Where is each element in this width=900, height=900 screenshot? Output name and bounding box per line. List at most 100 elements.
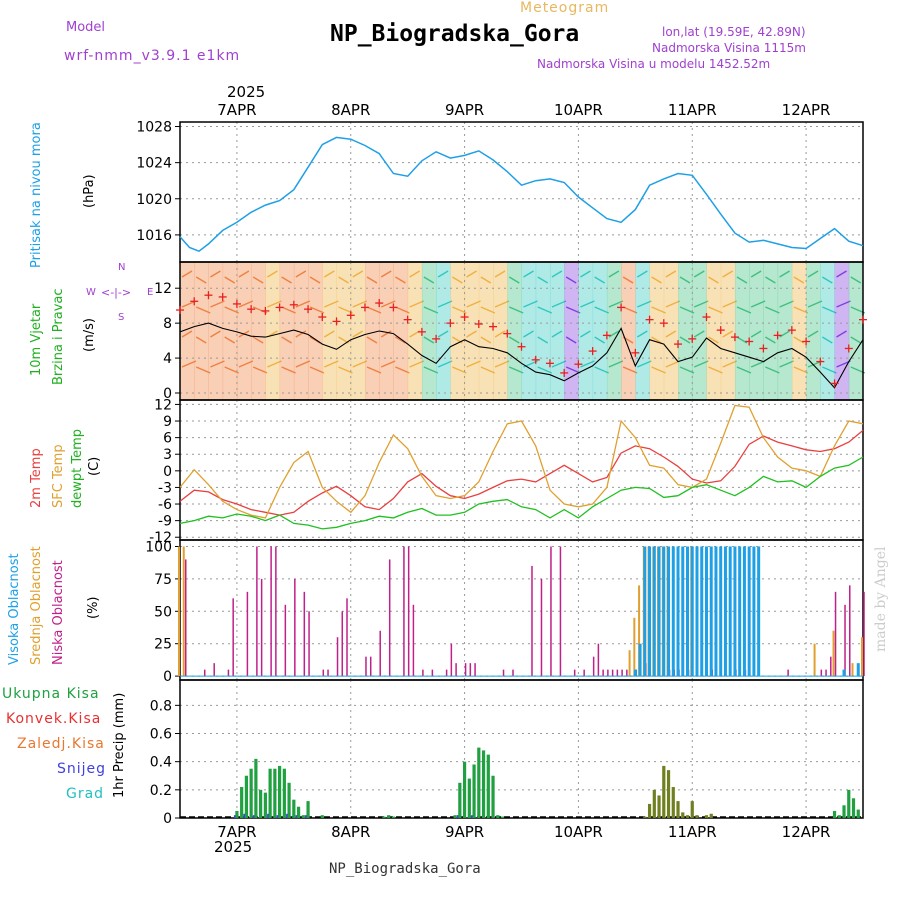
precip-bar bbox=[273, 768, 277, 818]
wind-arrow bbox=[352, 330, 364, 338]
wind-arrow bbox=[722, 360, 737, 368]
y-tick-label: 0.2 bbox=[150, 783, 172, 799]
date-label-bottom: 10APR bbox=[554, 823, 603, 841]
wind-arrow bbox=[267, 300, 282, 308]
temp-label-dewpt: dewpt Temp bbox=[70, 428, 85, 508]
y-tick-label: 1020 bbox=[136, 192, 172, 208]
y-tick-label: 0 bbox=[163, 464, 172, 480]
wind-arrow bbox=[380, 360, 396, 368]
cloud-bar bbox=[633, 617, 636, 677]
cloud-bar bbox=[294, 578, 296, 677]
wind-arrow bbox=[693, 270, 705, 278]
wind-arrow bbox=[323, 270, 335, 278]
precip-bar bbox=[685, 815, 690, 818]
wind-arrow bbox=[338, 366, 353, 374]
cloud-bar bbox=[676, 546, 680, 677]
legend-graupel: Grad bbox=[66, 786, 105, 802]
wind-band bbox=[450, 262, 466, 400]
cloud-bar bbox=[341, 611, 344, 677]
wind-arrow bbox=[736, 366, 752, 374]
wind-arrow bbox=[708, 336, 719, 344]
pressure-label: Pritisak na nivou mora bbox=[29, 122, 44, 268]
wind-arrow bbox=[466, 300, 481, 308]
wind-arrow bbox=[722, 270, 734, 278]
wind-arrow bbox=[836, 300, 851, 308]
wind-arrow bbox=[807, 300, 823, 308]
wind-arrow bbox=[636, 330, 648, 338]
date-label-bottom: 9APR bbox=[445, 823, 484, 841]
wind-arrow bbox=[309, 276, 321, 284]
wind-arrow bbox=[807, 330, 819, 338]
wind-band bbox=[649, 262, 665, 400]
wind-arrow bbox=[366, 336, 378, 344]
cloud-bar bbox=[203, 669, 206, 677]
cloud-bar bbox=[407, 546, 410, 677]
top-title: Meteogram bbox=[520, 0, 610, 16]
date-label-bottom: 11APR bbox=[668, 823, 717, 841]
wind-arrow bbox=[594, 306, 609, 314]
precip-bar bbox=[387, 815, 391, 818]
wind-band bbox=[208, 262, 224, 400]
wind-band bbox=[592, 262, 608, 400]
cloud-bar bbox=[469, 663, 472, 677]
temp-label-2m: 2m Temp bbox=[29, 448, 44, 508]
wind-arrow bbox=[380, 330, 392, 338]
wind-arrow bbox=[494, 300, 510, 308]
date-label-bottom: 7APR bbox=[217, 823, 256, 841]
wind-arrow bbox=[466, 360, 481, 368]
cloud-bar bbox=[616, 669, 619, 677]
wind-arrow bbox=[765, 306, 780, 314]
precip-bar bbox=[690, 801, 694, 818]
wind-arrow bbox=[380, 300, 396, 308]
cloud-bar bbox=[714, 546, 718, 677]
cloud-bar bbox=[652, 546, 656, 677]
wind-arrow bbox=[750, 270, 762, 278]
wind-band bbox=[322, 262, 338, 400]
wind-arrow bbox=[637, 300, 652, 308]
cloud-bar bbox=[842, 669, 846, 677]
year-top: 2025 bbox=[227, 83, 266, 101]
cloud-bar bbox=[346, 598, 348, 677]
wind-arrow bbox=[466, 330, 477, 338]
wind-arrow bbox=[395, 306, 410, 314]
wind-arrow bbox=[395, 276, 406, 284]
wind-arrow bbox=[750, 330, 762, 338]
y-tick-label: 0.8 bbox=[150, 698, 172, 714]
wind-band bbox=[393, 262, 409, 400]
compass-s: S bbox=[118, 312, 125, 323]
wind-arrow bbox=[437, 330, 449, 338]
wind-arrow bbox=[736, 276, 748, 284]
wind-arrow bbox=[636, 270, 648, 278]
wind-arrow bbox=[324, 360, 339, 368]
wind-arrow bbox=[195, 336, 207, 344]
wind-arrow bbox=[651, 336, 662, 344]
wind-band bbox=[692, 262, 707, 400]
cloud-bar bbox=[184, 559, 187, 677]
y-tick-label: 3 bbox=[163, 447, 172, 463]
wind-band bbox=[407, 262, 423, 400]
wind-arrow bbox=[708, 276, 719, 284]
wind-arrow bbox=[409, 300, 424, 308]
wind-arrow bbox=[651, 306, 666, 314]
precip-bar bbox=[666, 770, 671, 818]
precip-bar bbox=[695, 815, 699, 818]
wind-arrow bbox=[765, 276, 776, 284]
wind-band bbox=[706, 262, 722, 400]
precip-bar bbox=[709, 813, 713, 818]
y-tick-label: 6 bbox=[163, 431, 172, 447]
wind-arrow bbox=[437, 360, 453, 368]
wind-arrow bbox=[252, 366, 268, 374]
wind-arrow bbox=[821, 276, 833, 284]
wind-band bbox=[777, 262, 793, 400]
wind-arrow bbox=[295, 270, 307, 278]
precip-bar bbox=[681, 812, 685, 818]
cloud-bar bbox=[474, 663, 476, 677]
y-tick-label: 0 bbox=[163, 669, 172, 685]
date-label-top: 8APR bbox=[331, 101, 370, 119]
wind-band bbox=[507, 262, 522, 400]
wind-arrow bbox=[295, 330, 307, 338]
wind-label-2: Brzina i Pravac bbox=[51, 288, 66, 385]
wind-arrow bbox=[622, 306, 638, 314]
wind-arrow bbox=[423, 336, 435, 344]
wind-arrow bbox=[494, 270, 506, 278]
